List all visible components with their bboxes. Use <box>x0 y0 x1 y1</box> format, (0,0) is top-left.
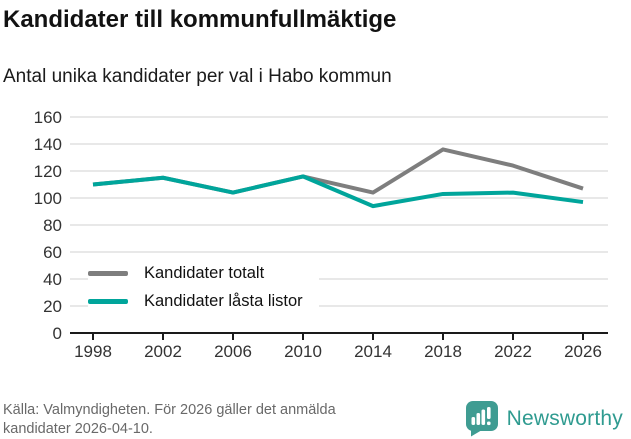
svg-text:2006: 2006 <box>214 342 252 361</box>
svg-text:2010: 2010 <box>284 342 322 361</box>
svg-text:2022: 2022 <box>494 342 532 361</box>
source-note: Källa: Valmyndigheten. För 2026 gäller d… <box>3 401 336 439</box>
svg-text:2026: 2026 <box>564 342 602 361</box>
svg-text:40: 40 <box>43 270 62 289</box>
svg-text:2002: 2002 <box>144 342 182 361</box>
bar-chart-speech-bubble-icon <box>465 401 498 437</box>
legend-item-totalt: Kandidater totalt <box>88 259 303 287</box>
svg-text:80: 80 <box>43 216 62 235</box>
chart-legend: Kandidater totalt Kandidater låsta listo… <box>88 257 319 317</box>
svg-text:1998: 1998 <box>74 342 112 361</box>
newsworthy-logo: Newsworthy <box>465 400 623 437</box>
svg-text:120: 120 <box>34 162 62 181</box>
svg-text:0: 0 <box>53 324 62 343</box>
source-note-line1: Källa: Valmyndigheten. För 2026 gäller d… <box>3 402 336 418</box>
legend-label-lasta-listor: Kandidater låsta listor <box>144 291 303 310</box>
source-note-line2: kandidater 2026-04-10. <box>3 421 153 437</box>
svg-text:100: 100 <box>34 189 62 208</box>
chart-subtitle: Antal unika kandidater per val i Habo ko… <box>3 66 392 87</box>
brand-name: Newsworthy <box>506 406 623 430</box>
svg-text:60: 60 <box>43 243 62 262</box>
legend-label-totalt: Kandidater totalt <box>144 263 265 282</box>
page-title: Kandidater till kommunfullmäktige <box>3 6 397 33</box>
legend-swatch-totalt <box>88 270 128 276</box>
svg-text:20: 20 <box>43 297 62 316</box>
legend-item-lasta-listor: Kandidater låsta listor <box>88 287 303 315</box>
svg-text:160: 160 <box>34 108 62 127</box>
svg-text:2018: 2018 <box>424 342 462 361</box>
svg-text:140: 140 <box>34 135 62 154</box>
svg-text:2014: 2014 <box>354 342 392 361</box>
legend-swatch-lasta-listor <box>88 298 128 304</box>
